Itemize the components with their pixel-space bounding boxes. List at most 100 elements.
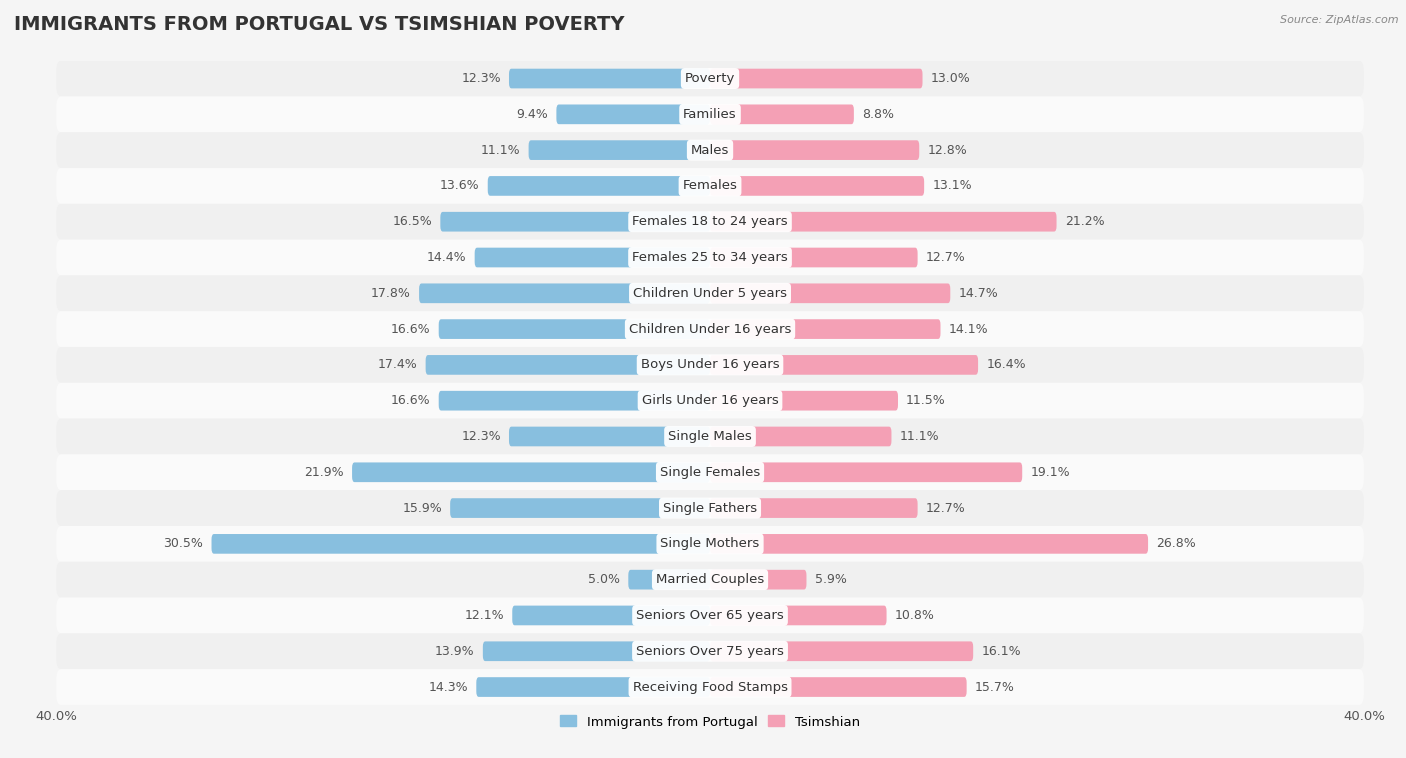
Text: 21.9%: 21.9%: [304, 465, 344, 479]
Text: 21.2%: 21.2%: [1064, 215, 1104, 228]
FancyBboxPatch shape: [56, 634, 1364, 669]
Text: Children Under 5 years: Children Under 5 years: [633, 287, 787, 300]
FancyBboxPatch shape: [710, 176, 924, 196]
FancyBboxPatch shape: [710, 105, 853, 124]
FancyBboxPatch shape: [450, 498, 710, 518]
FancyBboxPatch shape: [56, 312, 1364, 347]
Text: 30.5%: 30.5%: [163, 537, 204, 550]
Text: Single Fathers: Single Fathers: [664, 502, 756, 515]
FancyBboxPatch shape: [352, 462, 710, 482]
FancyBboxPatch shape: [56, 526, 1364, 562]
FancyBboxPatch shape: [710, 677, 967, 697]
Text: Seniors Over 65 years: Seniors Over 65 years: [636, 609, 785, 622]
Text: 26.8%: 26.8%: [1156, 537, 1197, 550]
FancyBboxPatch shape: [56, 275, 1364, 312]
Text: 16.4%: 16.4%: [986, 359, 1026, 371]
FancyBboxPatch shape: [440, 212, 710, 231]
FancyBboxPatch shape: [529, 140, 710, 160]
FancyBboxPatch shape: [710, 462, 1022, 482]
Text: 14.3%: 14.3%: [429, 681, 468, 694]
Text: 8.8%: 8.8%: [862, 108, 894, 121]
Text: 13.6%: 13.6%: [440, 180, 479, 193]
FancyBboxPatch shape: [509, 69, 710, 89]
Legend: Immigrants from Portugal, Tsimshian: Immigrants from Portugal, Tsimshian: [555, 710, 865, 734]
FancyBboxPatch shape: [56, 418, 1364, 454]
Text: 12.7%: 12.7%: [925, 251, 966, 264]
Text: 16.6%: 16.6%: [391, 394, 430, 407]
FancyBboxPatch shape: [482, 641, 710, 661]
Text: Males: Males: [690, 143, 730, 157]
FancyBboxPatch shape: [477, 677, 710, 697]
Text: 15.7%: 15.7%: [974, 681, 1015, 694]
FancyBboxPatch shape: [56, 240, 1364, 275]
Text: Poverty: Poverty: [685, 72, 735, 85]
Text: Seniors Over 75 years: Seniors Over 75 years: [636, 645, 785, 658]
Text: 14.1%: 14.1%: [949, 323, 988, 336]
Text: Families: Families: [683, 108, 737, 121]
Text: Source: ZipAtlas.com: Source: ZipAtlas.com: [1281, 15, 1399, 25]
FancyBboxPatch shape: [419, 283, 710, 303]
Text: Boys Under 16 years: Boys Under 16 years: [641, 359, 779, 371]
Text: 11.5%: 11.5%: [905, 394, 946, 407]
FancyBboxPatch shape: [56, 61, 1364, 96]
FancyBboxPatch shape: [56, 132, 1364, 168]
FancyBboxPatch shape: [509, 427, 710, 446]
Text: 19.1%: 19.1%: [1031, 465, 1070, 479]
FancyBboxPatch shape: [211, 534, 710, 553]
Text: 13.9%: 13.9%: [434, 645, 475, 658]
Text: Females: Females: [682, 180, 738, 193]
FancyBboxPatch shape: [710, 283, 950, 303]
FancyBboxPatch shape: [710, 140, 920, 160]
FancyBboxPatch shape: [710, 248, 918, 268]
FancyBboxPatch shape: [475, 248, 710, 268]
FancyBboxPatch shape: [56, 562, 1364, 597]
FancyBboxPatch shape: [56, 454, 1364, 490]
Text: Single Males: Single Males: [668, 430, 752, 443]
Text: 12.7%: 12.7%: [925, 502, 966, 515]
FancyBboxPatch shape: [426, 355, 710, 374]
FancyBboxPatch shape: [56, 168, 1364, 204]
FancyBboxPatch shape: [56, 347, 1364, 383]
Text: 16.1%: 16.1%: [981, 645, 1021, 658]
FancyBboxPatch shape: [628, 570, 710, 590]
Text: 17.4%: 17.4%: [378, 359, 418, 371]
FancyBboxPatch shape: [488, 176, 710, 196]
Text: Single Mothers: Single Mothers: [661, 537, 759, 550]
Text: 10.8%: 10.8%: [894, 609, 935, 622]
FancyBboxPatch shape: [710, 427, 891, 446]
Text: IMMIGRANTS FROM PORTUGAL VS TSIMSHIAN POVERTY: IMMIGRANTS FROM PORTUGAL VS TSIMSHIAN PO…: [14, 15, 624, 34]
FancyBboxPatch shape: [512, 606, 710, 625]
Text: 5.9%: 5.9%: [814, 573, 846, 586]
FancyBboxPatch shape: [710, 498, 918, 518]
FancyBboxPatch shape: [56, 383, 1364, 418]
Text: 12.3%: 12.3%: [461, 430, 501, 443]
Text: Females 18 to 24 years: Females 18 to 24 years: [633, 215, 787, 228]
Text: Married Couples: Married Couples: [657, 573, 763, 586]
FancyBboxPatch shape: [56, 490, 1364, 526]
FancyBboxPatch shape: [710, 641, 973, 661]
FancyBboxPatch shape: [557, 105, 710, 124]
FancyBboxPatch shape: [56, 597, 1364, 634]
FancyBboxPatch shape: [710, 319, 941, 339]
FancyBboxPatch shape: [710, 534, 1149, 553]
Text: Single Females: Single Females: [659, 465, 761, 479]
Text: 16.6%: 16.6%: [391, 323, 430, 336]
Text: 17.8%: 17.8%: [371, 287, 411, 300]
FancyBboxPatch shape: [56, 96, 1364, 132]
Text: 11.1%: 11.1%: [900, 430, 939, 443]
Text: 16.5%: 16.5%: [392, 215, 432, 228]
Text: 12.3%: 12.3%: [461, 72, 501, 85]
FancyBboxPatch shape: [439, 391, 710, 411]
Text: 13.0%: 13.0%: [931, 72, 970, 85]
Text: Children Under 16 years: Children Under 16 years: [628, 323, 792, 336]
Text: 12.8%: 12.8%: [928, 143, 967, 157]
Text: 14.4%: 14.4%: [427, 251, 467, 264]
Text: 12.1%: 12.1%: [464, 609, 505, 622]
Text: 9.4%: 9.4%: [516, 108, 548, 121]
FancyBboxPatch shape: [710, 212, 1056, 231]
Text: Receiving Food Stamps: Receiving Food Stamps: [633, 681, 787, 694]
Text: Females 25 to 34 years: Females 25 to 34 years: [633, 251, 787, 264]
Text: 13.1%: 13.1%: [932, 180, 972, 193]
Text: 15.9%: 15.9%: [402, 502, 441, 515]
Text: 5.0%: 5.0%: [588, 573, 620, 586]
